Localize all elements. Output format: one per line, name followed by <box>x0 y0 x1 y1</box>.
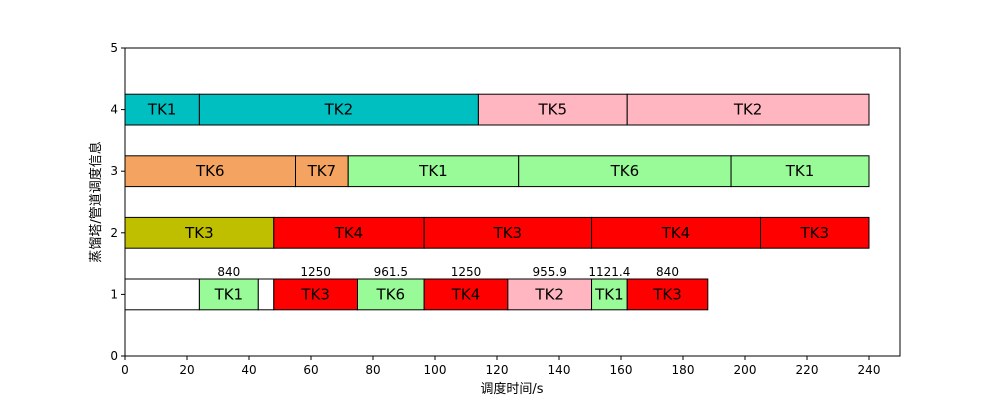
bar-segment <box>357 278 425 311</box>
x-axis-title: 调度时间/s <box>480 381 543 397</box>
bar-segment <box>257 278 275 311</box>
bar-segment <box>518 155 732 188</box>
annotations-layer: 840 1250 961.5 1250 955.9 1121.4 840 <box>217 265 679 279</box>
volume-annotation: 961.5 <box>374 265 408 279</box>
bar-segment <box>477 93 628 126</box>
y-tick-label: 5 <box>110 41 118 55</box>
bar-label: TK6 <box>376 285 406 303</box>
bar-segment <box>124 93 200 126</box>
bar-label: TK7 <box>307 162 337 180</box>
bar-label: TK2 <box>534 285 564 303</box>
volume-annotation: 840 <box>217 265 240 279</box>
bar-segment <box>626 278 709 311</box>
volume-annotation: 955.9 <box>533 265 567 279</box>
bar-label: TK1 <box>418 162 448 180</box>
x-tick-label: 240 <box>858 363 881 377</box>
bar-segment <box>591 216 761 249</box>
x-tick-label: 40 <box>241 363 256 377</box>
bar-label: TK2 <box>324 101 354 119</box>
x-tick-label: 80 <box>365 363 380 377</box>
bar-segment <box>591 278 628 311</box>
x-axis: 0 20 40 60 80 100 120 140 160 180 200 220 240 <box>121 356 880 377</box>
bar-label: TK4 <box>661 224 691 242</box>
bar-label: TK1 <box>147 101 177 119</box>
volume-annotation: 1121.4 <box>588 265 630 279</box>
y-tick-label: 3 <box>110 164 118 178</box>
bar-label: TK4 <box>334 224 364 242</box>
bar-segment <box>273 216 425 249</box>
bar-label: TK2 <box>733 101 763 119</box>
bar-segment <box>198 93 479 126</box>
y-tick-label: 2 <box>110 226 118 240</box>
bar-label: TK3 <box>652 285 682 303</box>
x-tick-label: 60 <box>303 363 318 377</box>
bar-segment <box>124 155 296 188</box>
x-tick-label: 120 <box>486 363 509 377</box>
bar-label: TK6 <box>610 162 640 180</box>
bar-label: TK3 <box>184 224 214 242</box>
bars-layer: TK1 TK2 TK5 TK2 TK6 TK7 TK1 TK6 TK1 TK3 TK4 TK3 TK4 T… <box>124 93 870 311</box>
volume-annotation: 1250 <box>300 265 331 279</box>
bar-segment <box>273 278 358 311</box>
volume-annotation: 1250 <box>451 265 482 279</box>
bar-label: TK4 <box>451 285 481 303</box>
bar-segment <box>124 278 200 311</box>
bar-label: TK6 <box>195 162 225 180</box>
bar-segment <box>626 93 870 126</box>
bar-label: TK3 <box>493 224 523 242</box>
x-tick-label: 200 <box>734 363 757 377</box>
x-tick-label: 100 <box>424 363 447 377</box>
bar-label: TK3 <box>799 224 829 242</box>
x-tick-label: 220 <box>796 363 819 377</box>
bar-label: TK5 <box>538 101 568 119</box>
y-axis-title: 蒸馏塔/管道调度信息 <box>88 141 104 262</box>
y-axis: 0 1 2 3 4 5 <box>110 41 125 363</box>
y-tick-label: 0 <box>110 349 118 363</box>
bar-segment <box>760 216 870 249</box>
bar-segment <box>730 155 870 188</box>
x-tick-label: 160 <box>610 363 633 377</box>
bar-label: TK3 <box>300 285 330 303</box>
x-tick-label: 140 <box>548 363 571 377</box>
x-tick-label: 20 <box>179 363 194 377</box>
y-tick-label: 4 <box>110 103 118 117</box>
bar-label: TK1 <box>785 162 815 180</box>
plot-frame <box>124 47 901 357</box>
x-tick-label: 180 <box>672 363 695 377</box>
bar-label: TK1 <box>214 285 244 303</box>
bar-segment <box>423 278 509 311</box>
bar-label: TK1 <box>594 285 624 303</box>
x-tick-label: 0 <box>121 363 129 377</box>
bar-segment <box>423 216 593 249</box>
bar-segment <box>507 278 593 311</box>
volume-annotation: 840 <box>656 265 679 279</box>
y-tick-label: 1 <box>110 287 118 301</box>
bar-segment <box>347 155 520 188</box>
